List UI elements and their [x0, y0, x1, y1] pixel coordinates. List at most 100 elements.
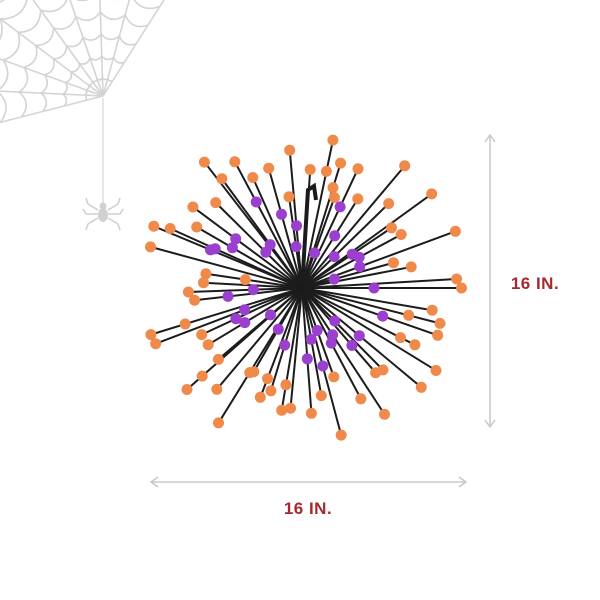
bulb	[329, 315, 341, 327]
wire	[155, 287, 303, 345]
bulb	[276, 404, 288, 416]
bulb	[305, 333, 317, 345]
wire	[301, 287, 439, 337]
bulb	[346, 339, 358, 351]
bulb	[262, 373, 273, 385]
wire	[301, 278, 457, 289]
bulb	[213, 417, 224, 429]
bulb	[182, 286, 194, 298]
bulb	[386, 222, 397, 234]
bulb	[263, 162, 275, 174]
web-strand	[32, 0, 104, 97]
bulb	[196, 370, 208, 382]
wire	[301, 168, 359, 289]
bulb	[198, 156, 210, 168]
wire	[233, 161, 303, 289]
bulb	[150, 338, 162, 350]
bulb	[283, 191, 295, 203]
bulb	[328, 273, 340, 285]
height-arrowheads	[484, 133, 496, 429]
bulb	[383, 198, 395, 210]
wire	[217, 287, 303, 424]
bulb	[355, 393, 367, 405]
wire	[301, 226, 393, 289]
height-label: 16 IN.	[511, 274, 559, 293]
bulb	[189, 294, 201, 306]
bulb	[216, 173, 228, 185]
bulb	[379, 408, 390, 420]
bulb	[388, 257, 399, 269]
bulb	[290, 241, 302, 253]
bulb	[309, 247, 321, 259]
web-strand	[99, 0, 104, 97]
wire	[301, 198, 359, 289]
bulb	[329, 230, 341, 242]
bulb	[265, 309, 276, 321]
wire	[217, 287, 303, 361]
bulb	[368, 282, 380, 294]
bulb	[209, 243, 221, 255]
bulb	[279, 339, 291, 351]
bulb	[328, 192, 340, 203]
bulb	[325, 337, 337, 349]
bulb	[187, 201, 199, 213]
starburst-light	[145, 134, 467, 441]
wire	[205, 272, 303, 289]
bulb	[328, 251, 340, 263]
spider-web	[0, 0, 165, 124]
bulb	[395, 332, 406, 344]
wire	[269, 287, 303, 392]
bulb	[328, 371, 340, 383]
bulb	[280, 379, 292, 391]
wire	[150, 287, 303, 336]
wire	[301, 202, 390, 289]
web-strand	[69, 0, 104, 97]
bulb	[301, 353, 313, 365]
bulb	[164, 223, 176, 234]
wire	[196, 226, 303, 289]
wire	[207, 287, 303, 346]
wire	[251, 177, 303, 289]
bulb	[239, 274, 251, 286]
bulb	[335, 429, 347, 441]
bulb	[291, 220, 302, 232]
bulb	[395, 229, 407, 240]
wire	[214, 201, 303, 289]
bulb	[432, 329, 444, 341]
wire	[301, 287, 384, 371]
web-ring	[17, 10, 149, 118]
bulb	[451, 273, 463, 285]
bulb	[285, 402, 296, 414]
wire	[288, 150, 303, 289]
wire	[201, 287, 303, 336]
bulb	[377, 310, 389, 322]
spider	[82, 98, 124, 231]
wire	[221, 178, 303, 289]
wire	[301, 233, 402, 289]
wire	[301, 261, 394, 289]
bulb	[179, 318, 191, 330]
wire	[301, 265, 412, 289]
bulb	[145, 241, 156, 253]
bulb	[145, 329, 157, 341]
bulb	[409, 339, 421, 351]
bulb	[352, 193, 364, 205]
wire	[301, 197, 336, 289]
wire	[301, 287, 377, 374]
bulb	[226, 242, 238, 254]
bulb	[148, 220, 160, 232]
bulb	[210, 197, 222, 209]
bulb	[449, 225, 461, 237]
bulb	[247, 284, 259, 296]
web-strand	[102, 0, 131, 97]
wire	[301, 169, 312, 289]
bulb	[244, 367, 256, 379]
web-ring	[61, 54, 125, 107]
width-label: 16 IN.	[284, 499, 332, 518]
bulb	[434, 317, 446, 329]
wire	[301, 287, 313, 414]
bulb	[354, 261, 366, 273]
bulb	[247, 172, 259, 183]
web-strand	[0, 58, 104, 97]
bulb	[230, 233, 242, 245]
